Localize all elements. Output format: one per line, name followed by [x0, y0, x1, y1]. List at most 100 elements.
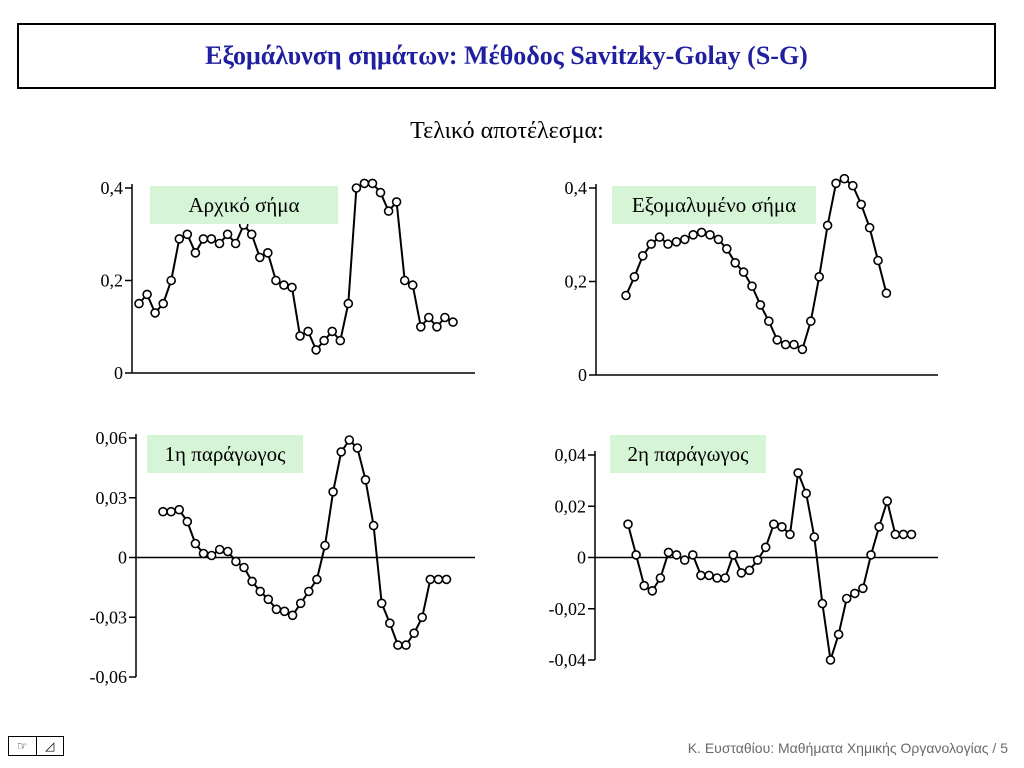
chart-4-y-tick-label: 0 — [577, 548, 586, 568]
chart-3-point — [166, 506, 176, 517]
chart-4-y-tick-label: 0,02 — [555, 496, 587, 516]
chart-1-point — [206, 234, 217, 244]
chart-2-point — [780, 339, 791, 350]
chart-1-point — [303, 326, 313, 337]
chart-1-label-box — [150, 186, 338, 224]
chart-2-point — [814, 271, 825, 282]
chart-3-point — [295, 598, 306, 609]
chart-2-point — [822, 220, 833, 231]
chart-3-point — [158, 506, 168, 517]
chart-4-point — [849, 588, 860, 599]
chart-1-point — [423, 312, 434, 323]
chart-1-point — [222, 229, 233, 240]
chart-1-series-line — [138, 182, 454, 352]
chart-2-label-box — [612, 186, 816, 224]
chart-4-point — [687, 550, 698, 560]
chart-3-point — [384, 618, 395, 629]
chart-4-point — [655, 573, 666, 583]
chart-2-point — [671, 237, 682, 247]
chart-1-point — [198, 234, 209, 244]
chart-1-point — [407, 280, 418, 290]
chart-3-point — [409, 628, 419, 639]
chart-4-y-tick-label: 0,04 — [555, 445, 587, 465]
chart-1-y-tick-label: 0 — [114, 363, 123, 383]
chart-2-point — [721, 244, 732, 254]
chart-2-point — [696, 227, 707, 238]
chart-3-point — [223, 546, 233, 557]
chart-2-point — [772, 335, 783, 345]
chart-1-point — [391, 197, 402, 207]
chart-1-point — [190, 248, 201, 258]
chart-4-label-box — [610, 435, 766, 473]
chart-3-y-tick-label: 0 — [118, 548, 127, 568]
chart-3-point — [287, 610, 298, 621]
chart-3-point — [433, 574, 444, 585]
chart-4-point — [631, 550, 641, 560]
chart-2-point — [663, 239, 673, 249]
chart-4-point — [671, 550, 682, 560]
chart-2-point — [621, 290, 631, 301]
chart-3-point — [255, 586, 266, 597]
chart-3-point — [368, 520, 379, 531]
chart-3-point — [271, 604, 282, 615]
chart-3-point — [328, 486, 338, 497]
chart-1-point — [415, 321, 426, 332]
chart-1-point — [343, 298, 354, 309]
chart-2-point — [831, 178, 841, 189]
chart-3-point — [393, 640, 403, 650]
chart-3-point — [312, 574, 322, 585]
chart-2-point — [679, 234, 690, 245]
chart-1-point — [287, 282, 297, 293]
chart-4-point — [647, 585, 658, 596]
chart-3-point — [360, 474, 371, 485]
chart-2-y-tick-label: 0,4 — [565, 178, 588, 198]
chart-4-point — [809, 532, 820, 542]
chart-4-point — [841, 593, 852, 604]
chart-1-point — [279, 280, 289, 290]
chart-4-label: 2η παράγωγος — [627, 442, 749, 466]
chart-2-point — [856, 199, 867, 210]
chart-4-point — [906, 529, 917, 540]
chart-4-y-tick-label: -0,02 — [549, 599, 587, 619]
chart-4-point — [890, 529, 901, 540]
chart-2-y-tick-label: 0 — [578, 365, 587, 385]
chart-3-point — [198, 548, 209, 559]
chart-3-point — [231, 556, 241, 567]
chart-3-point — [279, 606, 290, 617]
chart-1-point — [327, 326, 338, 337]
chart-3-point — [206, 550, 217, 561]
chart-1-point — [150, 308, 160, 318]
triangle-nav-icon[interactable]: ◿ — [35, 737, 63, 755]
chart-3-point — [174, 504, 184, 515]
chart-1-point — [142, 289, 152, 300]
chart-4-point — [752, 555, 763, 565]
chart-3-point — [352, 443, 363, 453]
chart-3-point — [401, 640, 411, 650]
chart-2-point — [738, 267, 749, 277]
chart-4-point — [623, 519, 633, 530]
chart-3-point — [190, 538, 201, 549]
chart-2-point — [805, 316, 816, 327]
chart-4-point — [817, 598, 828, 609]
charts-canvas: 0 0,2 0,4 Αρχικό σήμα 0 0,2 0,4 Εξομαλυμένο σήμ… — [90, 173, 938, 687]
hand-pointer-icon[interactable]: ☞ — [9, 737, 36, 755]
chart-1-point — [440, 312, 450, 323]
chart-2-point — [747, 281, 757, 292]
chart-3-point — [182, 516, 193, 527]
chart-2-point — [763, 316, 774, 327]
chart-2-label: Εξομαλυμένο σήμα — [632, 193, 796, 217]
chart-1-point — [134, 298, 144, 309]
chart-1-point — [230, 238, 241, 249]
chart-4-point — [882, 496, 893, 506]
slide-subtitle: Τελικό αποτέλεσμα: — [410, 118, 604, 144]
chart-1-point — [319, 335, 329, 346]
chart-2-point — [873, 255, 883, 266]
chart-2-point — [688, 230, 699, 240]
chart-1-y-tick-label: 0,4 — [101, 178, 124, 198]
chart-3-point — [441, 574, 452, 585]
chart-4-point — [777, 521, 787, 532]
chart-4-point — [858, 583, 868, 594]
chart-1-point — [359, 178, 370, 189]
chart-1-point — [214, 238, 225, 249]
chart-3-point — [247, 576, 257, 587]
